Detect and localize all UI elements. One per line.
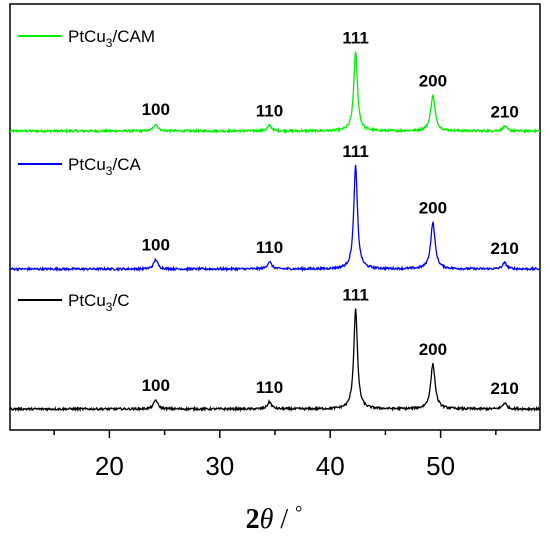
peak-labels: 100 110 111 200 210 100 110 111 200 210 100 110 111 2… [142,28,519,398]
peak-label: 210 [490,102,518,121]
x-axis-label: 2θ / ° [246,502,303,535]
x-axis-label-unit: ° [295,502,302,522]
x-axis-label-sep: / [273,504,295,535]
peak-label: 110 [256,102,283,121]
peak-label: 210 [490,379,518,398]
peak-label: 100 [142,100,170,119]
x-tick-label: 30 [205,451,234,481]
trace-line [9,51,541,134]
plot-frame [9,3,541,431]
x-axis-label-theta: θ [260,504,274,535]
legend: PtCu3/CAM PtCu3/CA PtCu3/C [18,27,155,314]
peak-label: 200 [419,72,447,91]
traces [9,51,541,413]
legend-label: PtCu3/C [68,291,129,314]
x-tick-label: 20 [95,451,124,481]
legend-label: PtCu3/CA [68,155,141,178]
peak-label: 100 [142,376,170,395]
peak-label: 111 [342,28,369,47]
peak-label: 210 [490,239,518,258]
peak-label: 200 [419,199,447,218]
peak-label: 110 [256,238,283,257]
x-tick-label: 40 [316,451,345,481]
legend-label: PtCu3/CAM [68,27,155,50]
trace-line [9,164,541,273]
peak-label: 110 [256,378,283,397]
x-axis-label-main: 2 [246,504,260,535]
peak-label: 111 [342,142,369,161]
x-tick-label: 50 [426,451,455,481]
peak-label: 111 [342,285,369,304]
x-axis-ticks: 20 30 40 50 [53,430,497,481]
peak-label: 100 [142,236,170,255]
peak-label: 200 [419,340,447,359]
trace-line [9,308,541,413]
